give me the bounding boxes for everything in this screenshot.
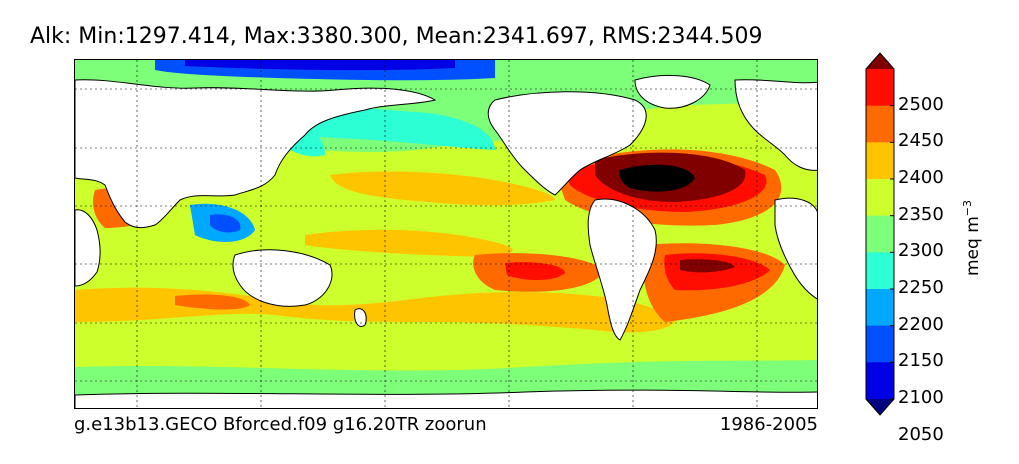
colorbar-tick-label: 2150 xyxy=(898,350,944,372)
field-band-arctic-deep xyxy=(185,60,455,71)
land-greenland xyxy=(634,75,711,109)
field-band-south-pacific-red xyxy=(505,262,565,281)
alkalinity-field-map xyxy=(75,60,817,408)
colorbar-tick-label: 2100 xyxy=(898,387,944,408)
land-new-zealand xyxy=(354,308,367,327)
land-north-america xyxy=(487,91,647,196)
period-caption: 1986-2005 xyxy=(719,414,818,435)
colorbar-tick-label: 2300 xyxy=(898,240,944,262)
colorbar-band xyxy=(866,142,894,180)
colorbar-band xyxy=(866,325,894,363)
colorbar-extend-min xyxy=(866,399,894,415)
colorbar-unit-text: meq m xyxy=(962,216,983,276)
colorbar-tick-label: 2400 xyxy=(898,167,944,188)
colorbar-unit-exponent: −3 xyxy=(961,200,975,217)
land-asia xyxy=(75,79,437,229)
colorbar-band xyxy=(866,105,894,143)
land-australia xyxy=(232,249,333,307)
colorbar-band xyxy=(866,179,894,217)
colorbar-tick-label: 2500 xyxy=(898,93,944,115)
land-europe xyxy=(734,79,817,171)
land-antarctica xyxy=(75,389,817,408)
colorbar-band xyxy=(866,362,894,400)
field-band-atlantic-black xyxy=(619,164,695,192)
map-panel xyxy=(74,59,818,409)
colorbar-unit-label: meq m−3 xyxy=(961,200,983,276)
colorbar-tick-label: 2200 xyxy=(898,313,944,335)
field-band-south-green-2 xyxy=(75,342,817,371)
field-band-pacific-orange-2 xyxy=(305,229,513,257)
run-name-caption: g.e13b13.GECO Bforced.f09 g16.20TR zooru… xyxy=(74,414,487,435)
field-band-south-atlantic-darkred xyxy=(680,259,735,273)
graticule xyxy=(75,60,817,408)
colorbar-band xyxy=(866,69,894,107)
colorbar-extend-max xyxy=(866,53,894,69)
colorbar-tick-label: 2350 xyxy=(898,203,944,225)
land-africa-east xyxy=(774,197,817,300)
map-title: Alk: Min:1297.414, Max:3380.300, Mean:23… xyxy=(30,24,763,49)
field-band-indonesia-deep xyxy=(210,214,241,233)
land-africa xyxy=(75,209,101,287)
colorbar-band xyxy=(866,289,894,327)
colorbar xyxy=(865,52,895,416)
colorbar-band xyxy=(866,215,894,253)
colorbar-tick-label: 2450 xyxy=(898,130,944,152)
land-south-america xyxy=(587,198,657,341)
field-band-south-red xyxy=(175,294,250,310)
field-band-pacific-orange xyxy=(330,171,555,206)
colorbar-tick-label: 2050 xyxy=(898,423,944,445)
colorbar-tick-label: 2250 xyxy=(898,277,944,298)
colorbar-band xyxy=(866,252,894,290)
